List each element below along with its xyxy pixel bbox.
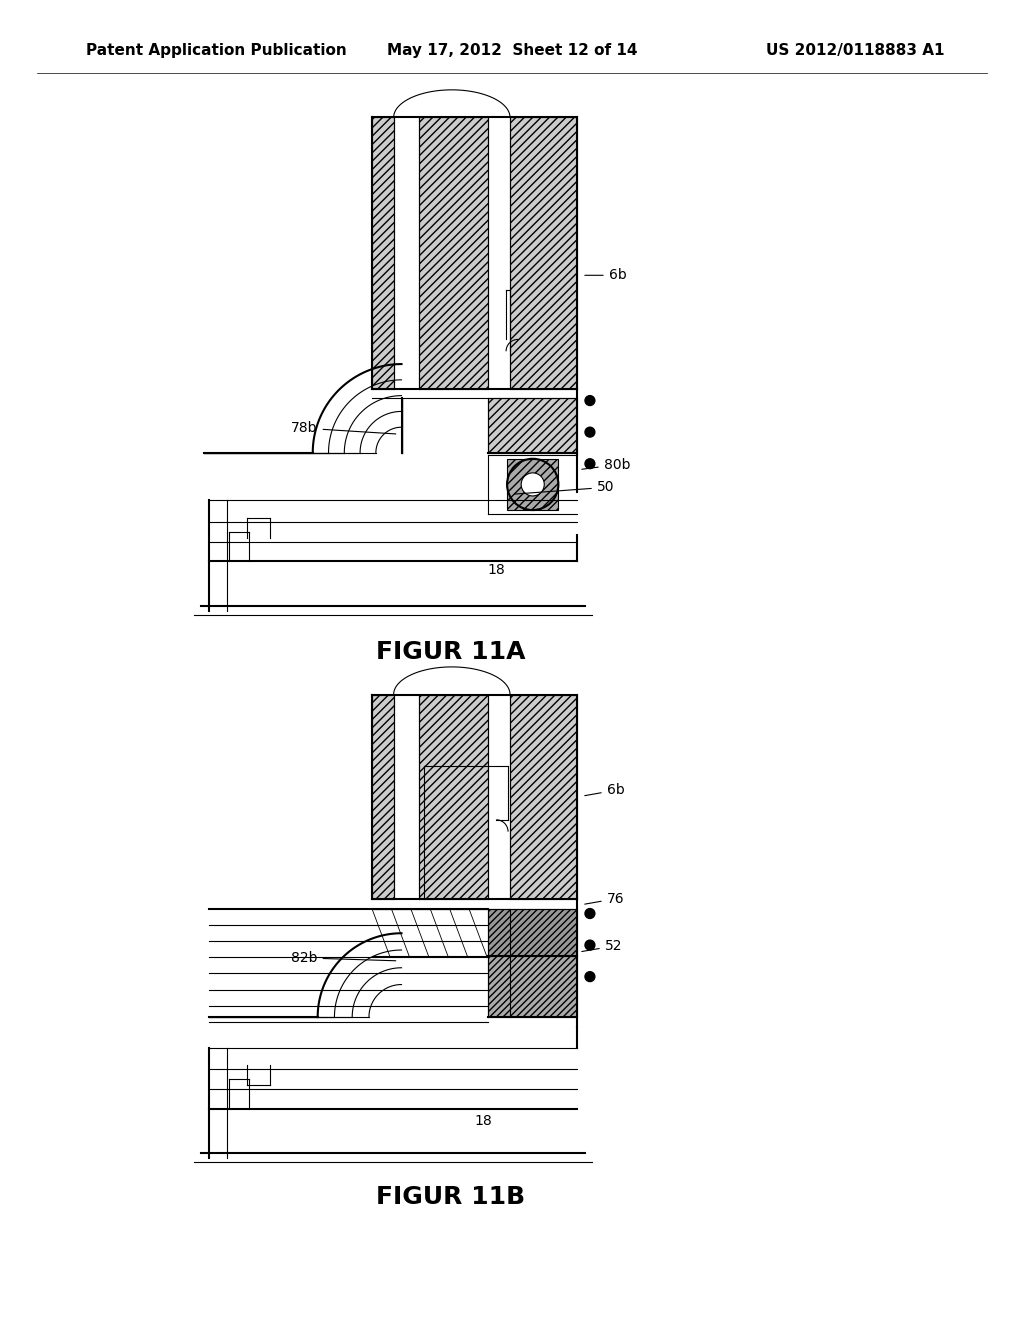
Text: 80b: 80b	[582, 458, 630, 471]
Polygon shape	[488, 956, 578, 1018]
Text: US 2012/0118883 A1: US 2012/0118883 A1	[766, 44, 944, 58]
Circle shape	[585, 908, 595, 919]
Circle shape	[585, 459, 595, 469]
Circle shape	[585, 428, 595, 437]
Polygon shape	[372, 694, 393, 899]
Text: 18: 18	[487, 564, 505, 577]
Text: 6b: 6b	[585, 783, 625, 797]
Circle shape	[585, 396, 595, 405]
Text: Patent Application Publication: Patent Application Publication	[86, 44, 346, 58]
Text: 52: 52	[582, 939, 623, 953]
Polygon shape	[372, 117, 393, 388]
Text: FIGUR 11B: FIGUR 11B	[376, 1185, 525, 1209]
Circle shape	[585, 940, 595, 950]
Text: May 17, 2012  Sheet 12 of 14: May 17, 2012 Sheet 12 of 14	[387, 44, 637, 58]
Text: 82b: 82b	[291, 950, 396, 965]
Text: 6b: 6b	[585, 268, 627, 282]
Polygon shape	[507, 459, 558, 510]
Circle shape	[585, 972, 595, 982]
Text: 50: 50	[515, 480, 614, 495]
Polygon shape	[419, 694, 488, 899]
Polygon shape	[419, 117, 488, 388]
Text: 18: 18	[474, 1114, 493, 1127]
Text: FIGUR 11A: FIGUR 11A	[376, 640, 525, 664]
Text: 76: 76	[585, 892, 625, 906]
Polygon shape	[488, 908, 578, 956]
Polygon shape	[488, 397, 578, 453]
Circle shape	[521, 473, 545, 496]
Polygon shape	[510, 117, 578, 388]
Text: 78b: 78b	[291, 421, 396, 436]
Polygon shape	[510, 694, 578, 899]
